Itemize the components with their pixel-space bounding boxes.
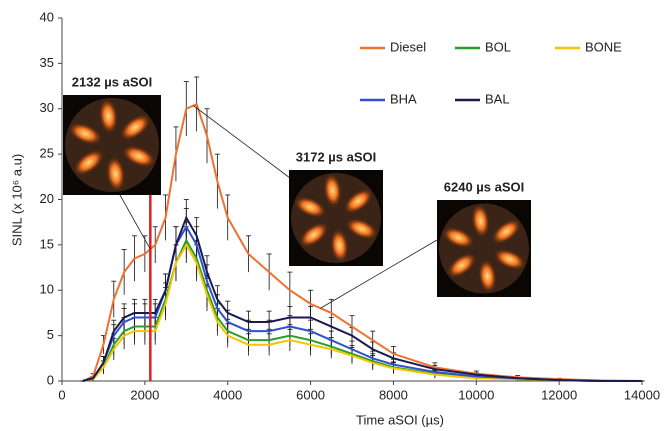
y-tick-label: 35: [40, 55, 54, 70]
series-line: [82, 242, 642, 382]
x-tick-label: 0: [58, 387, 65, 402]
annotation-label: 2132 µs aSOI: [72, 74, 153, 89]
y-axis-label: SINL (x 10⁶ a.u): [9, 154, 24, 246]
annotation-label: 6240 µs aSOI: [444, 179, 525, 194]
x-tick-label: 4000: [213, 387, 242, 402]
y-tick-label: 5: [47, 327, 54, 342]
x-tick-label: 10000: [458, 387, 494, 402]
series-line: [82, 102, 643, 382]
legend-label: BOL: [485, 39, 511, 54]
insets: 2132 µs aSOI 3172 µs aSOI 6240 µs aSOI: [63, 74, 531, 309]
inset-flame: [447, 252, 477, 278]
x-tick-label: 8000: [379, 387, 408, 402]
inset-flame: [478, 259, 497, 294]
inset-flame: [68, 122, 103, 145]
connector: [119, 194, 151, 250]
y-tick-label: 10: [40, 282, 54, 297]
y-tick-label: 30: [40, 100, 54, 115]
x-tick-label: 14000: [624, 387, 660, 402]
inset-flame: [345, 218, 378, 240]
legend-label: Diesel: [390, 39, 426, 54]
inset-flame: [491, 219, 521, 245]
y-tick-label: 0: [47, 372, 54, 387]
x-tick-label: 6000: [296, 387, 325, 402]
inset-flame: [323, 173, 342, 208]
inset-flame: [493, 248, 526, 270]
inset-flame: [73, 149, 105, 176]
legend-label: BAL: [485, 91, 510, 106]
inset-flame: [299, 222, 329, 248]
inset-flame: [343, 188, 373, 214]
y-tick-label: 25: [40, 146, 54, 161]
series-line: [82, 215, 642, 382]
x-tick-label: 2000: [130, 387, 159, 402]
connector: [193, 105, 291, 179]
y-tick-label: 20: [40, 191, 54, 206]
legend-label: BONE: [585, 39, 622, 54]
inset-flame: [442, 227, 475, 249]
series-line: [82, 224, 642, 382]
inset-flame: [106, 156, 126, 192]
inset-flame: [330, 228, 349, 263]
y-tick-label: 15: [40, 236, 54, 251]
x-tick-label: 12000: [541, 387, 577, 402]
inset-flame: [98, 98, 118, 134]
inset-flame: [471, 203, 490, 238]
inset-flame: [119, 114, 151, 141]
inset-flame: [121, 145, 156, 168]
connector: [320, 239, 438, 309]
legend-label: BHA: [390, 91, 417, 106]
x-axis-label: Time aSOI (µs): [356, 412, 444, 427]
inset-flame: [294, 196, 327, 218]
y-tick-label: 40: [40, 9, 54, 24]
annotation-label: 3172 µs aSOI: [296, 149, 377, 164]
